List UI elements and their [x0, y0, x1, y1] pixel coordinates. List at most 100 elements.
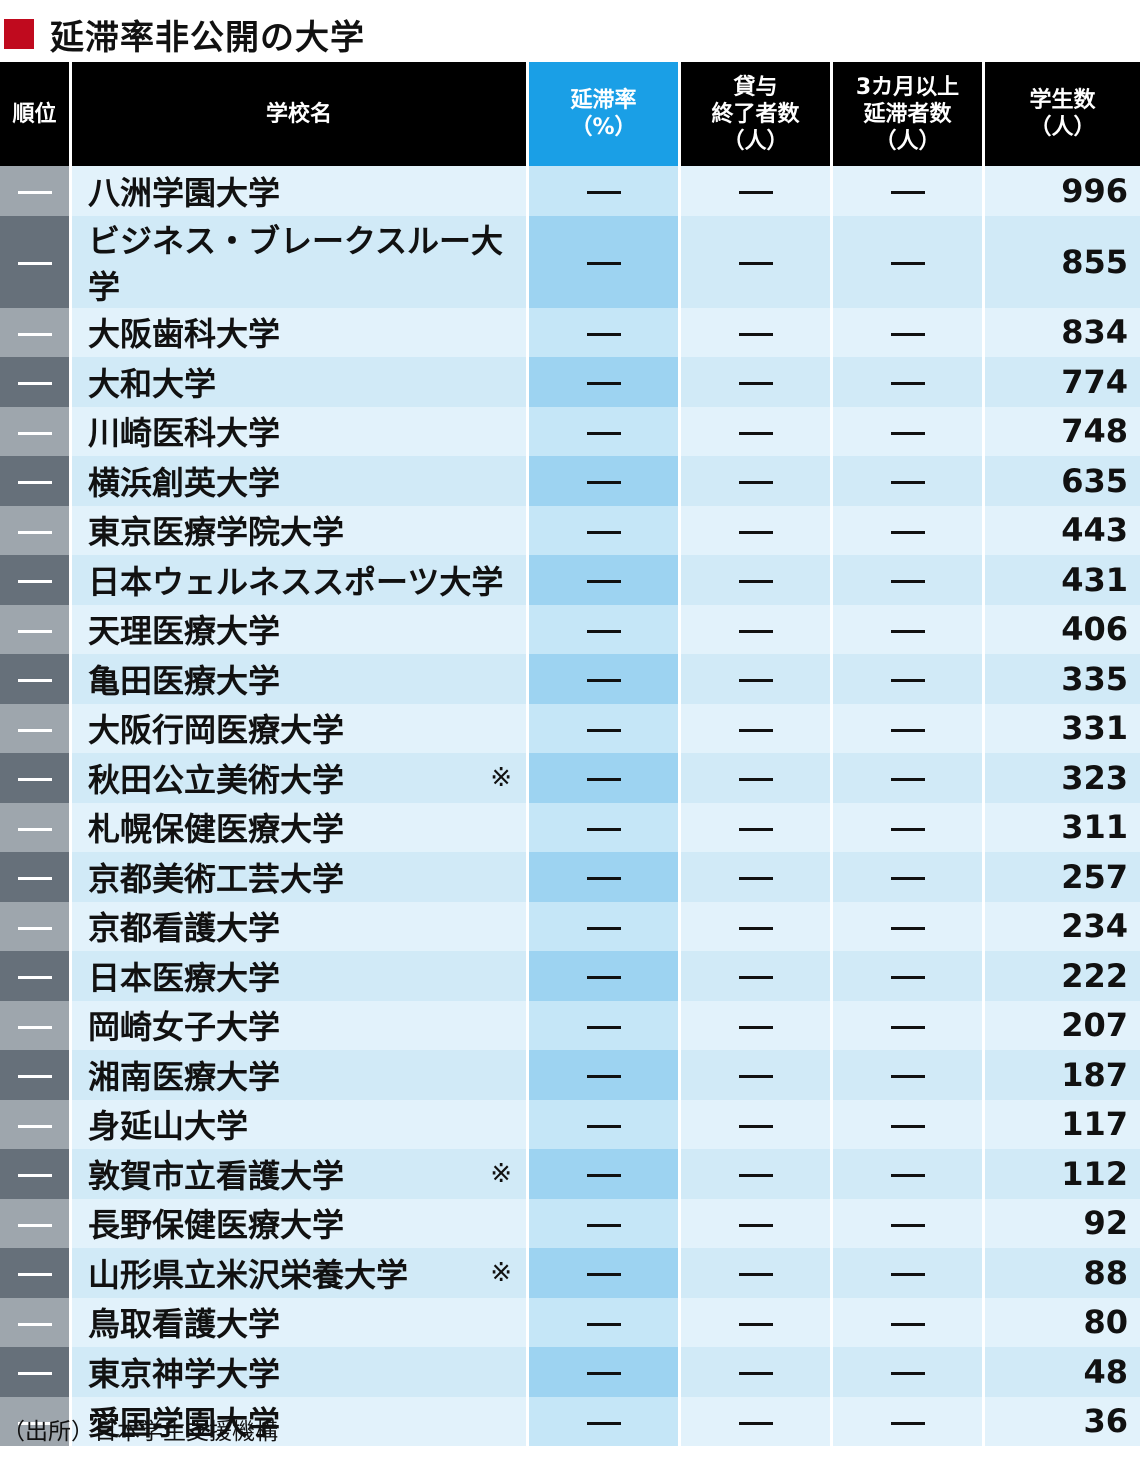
delinquency-rate-cell: [529, 1347, 681, 1397]
school-name: 山形県立米沢栄養大学: [88, 1255, 409, 1294]
table-row: ビジネス・ブレークスルー大学 855: [0, 215, 1140, 308]
dash-mark: [17, 679, 52, 683]
dash-mark: [586, 1174, 621, 1178]
dash-mark: [586, 877, 621, 881]
loan-completed-cell: [681, 1149, 833, 1199]
table-row: 京都美術工芸大学 257: [0, 852, 1140, 902]
loan-completed-cell: [681, 166, 833, 216]
dash-mark: [890, 191, 925, 195]
school-name-cell: 大阪行岡医療大学: [72, 703, 529, 753]
rank-cell: [0, 456, 72, 506]
delinquent-3m-cell: [833, 1248, 985, 1298]
students-cell: 311: [985, 802, 1140, 852]
school-name-cell: 長野保健医療大学: [72, 1198, 529, 1248]
school-name: 日本ウェルネススポーツ大学: [88, 562, 504, 601]
dash-mark: [586, 530, 621, 534]
delinquency-rate-cell: [529, 654, 681, 704]
rank-cell: [0, 555, 72, 605]
dash-mark: [738, 1174, 773, 1178]
dash-mark: [738, 679, 773, 683]
school-name-cell: 大和大学: [72, 357, 529, 407]
dash-mark: [586, 1223, 621, 1227]
dash-mark: [17, 1075, 52, 1079]
loan-completed-cell: [681, 802, 833, 852]
dash-mark: [738, 877, 773, 881]
school-name-cell: 身延山大学: [72, 1099, 529, 1149]
loan-completed-cell: [681, 753, 833, 803]
dash-mark: [890, 1421, 925, 1425]
loan-completed-cell: [681, 604, 833, 654]
delinquent-3m-cell: [833, 505, 985, 555]
header-school: 学校名: [72, 62, 529, 166]
rank-cell: [0, 406, 72, 456]
delinquent-3m-cell: [833, 1396, 985, 1446]
school-name-cell: 愛国学園大学: [72, 1396, 529, 1446]
loan-completed-cell: [681, 901, 833, 951]
table-row: 横浜創英大学 635: [0, 456, 1140, 506]
school-name: 身延山大学: [88, 1107, 249, 1146]
school-name: 愛国学園大学: [88, 1404, 281, 1443]
delinquent-3m-cell: [833, 1347, 985, 1397]
rank-cell: [0, 1149, 72, 1199]
delinquent-3m-cell: [833, 604, 985, 654]
dash-mark: [17, 877, 52, 881]
school-name-cell: 東京医療学院大学: [72, 505, 529, 555]
table-body: 八洲学園大学 996 ビジネス・ブレークスルー大学 855 大阪歯科大学 834 大和大学 7…: [0, 166, 1140, 1446]
table-row: 亀田医療大学 335: [0, 654, 1140, 704]
dash-mark: [738, 1124, 773, 1128]
school-name: 長野保健医療大学: [88, 1206, 345, 1245]
rank-cell: [0, 753, 72, 803]
dash-mark: [17, 1223, 52, 1227]
table-row: 岡崎女子大学 207: [0, 1000, 1140, 1050]
dash-mark: [890, 1025, 925, 1029]
dash-mark: [586, 1075, 621, 1079]
students-cell: 406: [985, 604, 1140, 654]
delinquent-3m-cell: [833, 1099, 985, 1149]
loan-completed-cell: [681, 1297, 833, 1347]
school-name: 鳥取看護大学: [88, 1305, 281, 1344]
school-name: 東京神学大学: [88, 1354, 281, 1393]
delinquent-3m-cell: [833, 357, 985, 407]
students-cell: 117: [985, 1099, 1140, 1149]
rank-cell: [0, 1198, 72, 1248]
dash-mark: [890, 1273, 925, 1277]
note-mark: ※: [490, 1257, 512, 1288]
dash-mark: [738, 191, 773, 195]
dash-mark: [890, 1174, 925, 1178]
rank-cell: [0, 357, 72, 407]
rank-cell: [0, 654, 72, 704]
rank-cell: [0, 951, 72, 1001]
loan-completed-cell: [681, 1000, 833, 1050]
dash-mark: [890, 629, 925, 633]
dash-mark: [17, 262, 52, 265]
students-cell: 234: [985, 901, 1140, 951]
loan-completed-cell: [681, 1396, 833, 1446]
school-name: ビジネス・ブレークスルー大学: [88, 221, 504, 306]
dash-mark: [17, 1322, 52, 1326]
students-cell: 774: [985, 357, 1140, 407]
rank-cell: [0, 1099, 72, 1149]
header-rank: 順位: [0, 62, 72, 166]
table-row: 東京医療学院大学 443: [0, 505, 1140, 555]
dash-mark: [586, 262, 621, 265]
dash-mark: [738, 629, 773, 633]
school-name-cell: 鳥取看護大学: [72, 1297, 529, 1347]
dash-mark: [17, 1273, 52, 1277]
dash-mark: [890, 877, 925, 881]
delinquent-3m-cell: [833, 555, 985, 605]
rank-cell: [0, 505, 72, 555]
dash-mark: [17, 332, 52, 336]
delinquency-rate-cell: [529, 1396, 681, 1446]
dash-mark: [586, 778, 621, 782]
rank-cell: [0, 1297, 72, 1347]
dash-mark: [890, 1075, 925, 1079]
dash-mark: [890, 679, 925, 683]
header-delinquent-3m: 3カ月以上 延滞者数 （人）: [833, 62, 985, 166]
dash-mark: [890, 1372, 925, 1376]
delinquent-3m-cell: [833, 166, 985, 216]
school-name: 横浜創英大学: [88, 463, 281, 502]
students-cell: 834: [985, 307, 1140, 357]
table-row: 大阪行岡医療大学 331: [0, 703, 1140, 753]
school-name: 敦賀市立看護大学: [88, 1156, 345, 1195]
dash-mark: [890, 827, 925, 831]
